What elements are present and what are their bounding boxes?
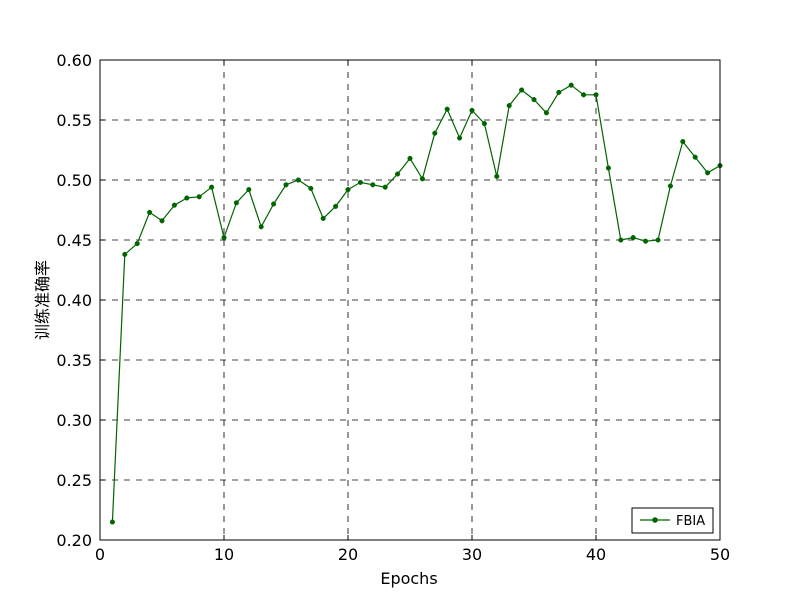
- data-point: [681, 139, 686, 144]
- data-point: [668, 184, 673, 189]
- data-point: [569, 83, 574, 88]
- data-point: [234, 201, 239, 206]
- data-point: [222, 235, 227, 240]
- x-tick-label: 10: [214, 545, 234, 564]
- x-tick-label: 0: [95, 545, 105, 564]
- data-point: [346, 187, 351, 192]
- x-tick-label: 30: [462, 545, 482, 564]
- data-point: [470, 108, 475, 113]
- y-tick-label: 0.35: [56, 351, 92, 370]
- data-point: [160, 219, 165, 224]
- x-axis-label: Epochs: [380, 569, 437, 588]
- data-point: [383, 185, 388, 190]
- y-tick-label: 0.45: [56, 231, 92, 250]
- data-point: [445, 107, 450, 112]
- data-point: [296, 178, 301, 183]
- x-tick-label: 50: [710, 545, 730, 564]
- legend: FBIA: [632, 508, 713, 533]
- x-tick-label: 20: [338, 545, 358, 564]
- data-point: [110, 520, 115, 525]
- data-point: [693, 155, 698, 160]
- data-point: [631, 235, 636, 240]
- data-point: [197, 195, 202, 200]
- data-point: [408, 156, 413, 161]
- y-tick-label: 0.20: [56, 531, 92, 550]
- data-point: [457, 136, 462, 141]
- y-axis-label: 训练准确率: [33, 260, 52, 340]
- y-tick-labels: 0.20 0.25 0.30 0.35 0.40 0.45 0.50 0.55 0.60: [56, 51, 92, 550]
- data-point: [172, 203, 177, 208]
- data-point: [705, 171, 710, 176]
- data-point: [333, 204, 338, 209]
- data-point: [123, 252, 128, 257]
- data-point: [271, 202, 276, 207]
- y-tick-label: 0.25: [56, 471, 92, 490]
- data-point: [371, 183, 376, 188]
- data-point: [594, 93, 599, 98]
- data-point: [519, 88, 524, 93]
- data-point: [619, 238, 624, 243]
- data-point: [420, 177, 425, 182]
- data-point: [557, 90, 562, 95]
- data-point: [433, 131, 438, 136]
- data-point: [532, 97, 537, 102]
- y-tick-label: 0.40: [56, 291, 92, 310]
- data-point: [656, 238, 661, 243]
- data-point: [395, 172, 400, 177]
- legend-marker: [653, 518, 658, 523]
- data-point: [606, 166, 611, 171]
- data-point: [321, 216, 326, 221]
- data-point: [284, 183, 289, 188]
- y-tick-label: 0.30: [56, 411, 92, 430]
- y-tick-label: 0.55: [56, 111, 92, 130]
- data-point: [544, 111, 549, 116]
- y-tick-label: 0.60: [56, 51, 92, 70]
- data-point: [482, 121, 487, 126]
- data-point: [185, 196, 190, 201]
- data-point: [147, 210, 152, 215]
- data-point: [259, 225, 264, 230]
- data-point: [581, 93, 586, 98]
- legend-label: FBIA: [676, 514, 705, 529]
- data-point: [209, 185, 214, 190]
- data-point: [643, 239, 648, 244]
- data-point: [309, 186, 314, 191]
- data-point: [495, 174, 500, 179]
- data-point: [358, 180, 363, 185]
- data-point: [247, 187, 252, 192]
- y-tick-label: 0.50: [56, 171, 92, 190]
- data-point: [507, 103, 512, 108]
- data-point: [135, 241, 140, 246]
- x-tick-label: 40: [586, 545, 606, 564]
